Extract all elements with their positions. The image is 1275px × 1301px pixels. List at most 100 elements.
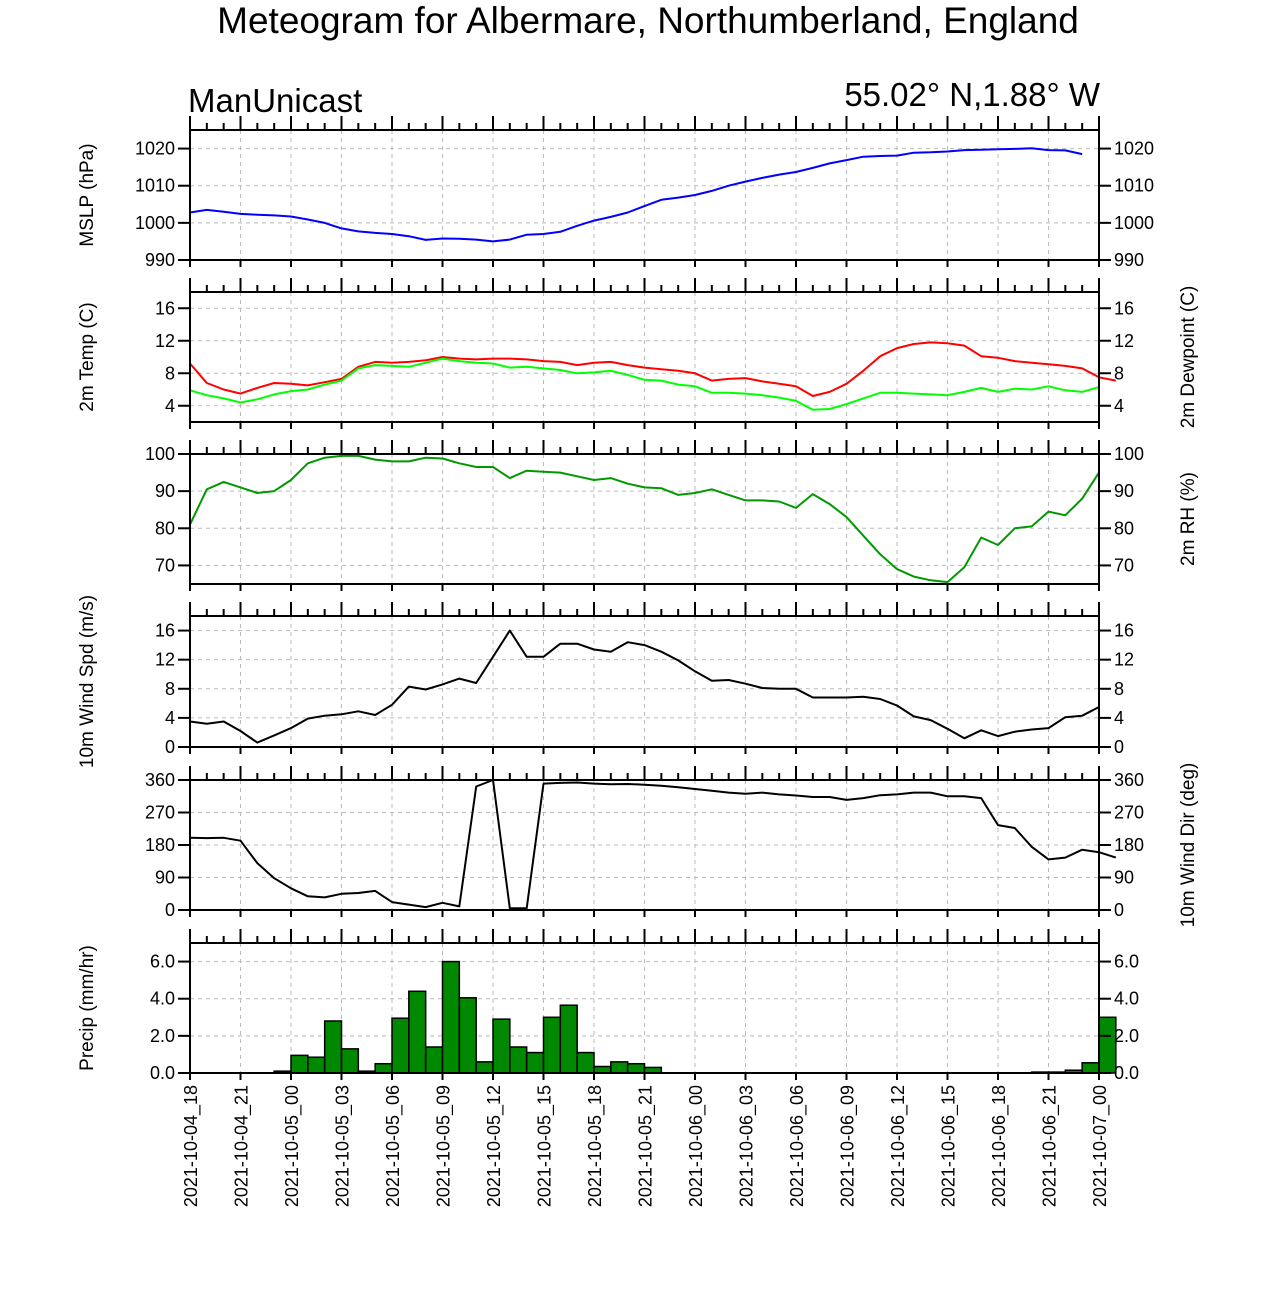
x-tick-label: 2021-10-05_09 bbox=[434, 1085, 455, 1207]
y-tick-label-right: 360 bbox=[1114, 770, 1144, 790]
y-tick-label-right: 1000 bbox=[1114, 213, 1154, 233]
y-tick-label-left: 12 bbox=[155, 650, 175, 670]
precip-bar bbox=[458, 997, 477, 1074]
series-line-temp-0 bbox=[189, 341, 1116, 397]
y-tick-label-left: 8 bbox=[165, 363, 175, 383]
y-axis-label-left: 10m Wind Spd (m/s) bbox=[77, 595, 98, 768]
y-tick-label-right: 4.0 bbox=[1114, 989, 1139, 1009]
x-tick-label: 2021-10-07_00 bbox=[1090, 1085, 1111, 1207]
y-axis-label-right: 2m Dewpoint (C) bbox=[1178, 286, 1199, 429]
y-tick-label-left: 1020 bbox=[135, 139, 175, 159]
y-tick-label-right: 0 bbox=[1114, 737, 1124, 757]
precip-bar bbox=[307, 1056, 326, 1074]
y-tick-label-right: 0 bbox=[1114, 900, 1124, 920]
y-tick-label-left: 1000 bbox=[135, 213, 175, 233]
precip-bar bbox=[290, 1054, 309, 1074]
y-tick-label-left: 16 bbox=[155, 298, 175, 318]
y-tick-label-left: 100 bbox=[145, 444, 175, 464]
y-tick-label-left: 4.0 bbox=[150, 989, 175, 1009]
precip-bar bbox=[509, 1046, 528, 1074]
y-axis-label-left: 2m Temp (C) bbox=[77, 302, 98, 411]
y-tick-label-right: 1010 bbox=[1114, 176, 1154, 196]
y-axis-label-right: 2m RH (%) bbox=[1178, 472, 1199, 566]
location-label: 55.02° N,1.88° W bbox=[844, 76, 1101, 113]
y-tick-label-left: 90 bbox=[155, 868, 175, 888]
figure-title: Meteogram for Albermare, Northumberland,… bbox=[217, 0, 1079, 41]
y-tick-label-left: 6.0 bbox=[150, 952, 175, 972]
y-tick-label-left: 990 bbox=[145, 250, 175, 270]
y-axis-label-left: MSLP (hPa) bbox=[77, 143, 98, 246]
precip-bar bbox=[475, 1061, 494, 1074]
y-tick-label-right: 100 bbox=[1114, 444, 1144, 464]
y-tick-label-left: 8 bbox=[165, 679, 175, 699]
x-tick-label: 2021-10-05_00 bbox=[282, 1085, 303, 1207]
x-tick-label: 2021-10-04_18 bbox=[181, 1085, 202, 1207]
y-tick-label-right: 70 bbox=[1114, 555, 1134, 575]
precip-bar bbox=[576, 1051, 595, 1074]
precip-bar bbox=[542, 1016, 562, 1074]
y-tick-label-left: 16 bbox=[155, 621, 175, 641]
x-tick-label: 2021-10-06_18 bbox=[989, 1085, 1010, 1207]
y-tick-label-right: 270 bbox=[1114, 803, 1144, 823]
y-tick-label-right: 90 bbox=[1114, 481, 1134, 501]
x-tick-label: 2021-10-05_12 bbox=[484, 1085, 505, 1207]
series-line-mslp-0 bbox=[189, 147, 1083, 243]
x-tick-label: 2021-10-04_21 bbox=[232, 1085, 253, 1207]
precip-bar bbox=[610, 1061, 629, 1074]
x-tick-label: 2021-10-05_03 bbox=[333, 1085, 354, 1207]
y-tick-label-right: 80 bbox=[1114, 518, 1134, 538]
x-tick-label: 2021-10-05_06 bbox=[383, 1085, 404, 1207]
y-tick-label-left: 270 bbox=[145, 803, 175, 823]
precip-bar bbox=[374, 1062, 393, 1074]
y-tick-label-right: 180 bbox=[1114, 835, 1144, 855]
panel-wdir: 0 0 90 90 180 180 270 270 360 360 10m Wind Dir (de… bbox=[145, 763, 1199, 928]
precip-bar bbox=[424, 1046, 444, 1074]
y-tick-label-left: 180 bbox=[145, 835, 175, 855]
panel-precip: 0.0 0.0 2.0 2.0 4.0 4.0 6.0 6.0 Precip (mm/hr) bbox=[77, 929, 1139, 1083]
y-tick-label-left: 0.0 bbox=[150, 1063, 175, 1083]
y-tick-label-right: 4 bbox=[1114, 396, 1124, 416]
y-tick-label-left: 4 bbox=[165, 396, 175, 416]
y-tick-label-right: 990 bbox=[1114, 250, 1144, 270]
y-tick-label-left: 90 bbox=[155, 481, 175, 501]
y-tick-label-left: 2.0 bbox=[150, 1026, 175, 1046]
series-line-wspd-0 bbox=[189, 629, 1100, 744]
y-tick-label-right: 4 bbox=[1114, 708, 1124, 728]
y-tick-label-left: 0 bbox=[165, 737, 175, 757]
panel-rh: 70 70 80 80 90 90 100 100 2m RH (%) bbox=[145, 440, 1199, 591]
y-tick-label-left: 360 bbox=[145, 770, 175, 790]
y-tick-label-right: 16 bbox=[1114, 298, 1134, 318]
x-tick-label: 2021-10-06_15 bbox=[939, 1085, 960, 1207]
x-tick-label: 2021-10-05_18 bbox=[585, 1085, 606, 1207]
y-tick-label-right: 16 bbox=[1114, 621, 1134, 641]
precip-bar bbox=[408, 990, 427, 1074]
x-tick-label: 2021-10-06_03 bbox=[737, 1085, 758, 1207]
series-line-temp-1 bbox=[189, 357, 1100, 411]
y-tick-label-right: 0.0 bbox=[1114, 1063, 1139, 1083]
precip-bar bbox=[391, 1017, 410, 1074]
y-tick-label-right: 8 bbox=[1114, 363, 1124, 383]
y-tick-label-right: 2.0 bbox=[1114, 1026, 1139, 1046]
x-tick-label: 2021-10-05_15 bbox=[535, 1085, 556, 1207]
precip-bar bbox=[441, 960, 461, 1074]
precip-bar bbox=[340, 1048, 360, 1074]
y-tick-label-left: 70 bbox=[155, 555, 175, 575]
precip-bar bbox=[1081, 1062, 1100, 1074]
precip-bar bbox=[626, 1062, 646, 1074]
y-tick-label-right: 90 bbox=[1114, 868, 1134, 888]
y-tick-label-right: 12 bbox=[1114, 650, 1134, 670]
y-tick-label-right: 1020 bbox=[1114, 139, 1154, 159]
y-tick-label-left: 80 bbox=[155, 518, 175, 538]
time-axis: 2021-10-04_18 2021-10-04_21 2021-10-05_00 2… bbox=[181, 1085, 1111, 1207]
series-line-wdir-0 bbox=[189, 779, 1117, 910]
precip-bar bbox=[559, 1004, 578, 1074]
y-axis-label-left: Precip (mm/hr) bbox=[77, 945, 98, 1071]
panel-temp: 4 4 8 8 12 12 16 16 2m Temp (C) 2m Dewpoint (C) bbox=[77, 278, 1199, 429]
series-line-rh-0 bbox=[189, 454, 1100, 584]
x-tick-label: 2021-10-06_12 bbox=[888, 1085, 909, 1207]
model-label: ManUnicast bbox=[188, 82, 362, 119]
precip-bar bbox=[525, 1051, 545, 1074]
y-tick-label-right: 6.0 bbox=[1114, 952, 1139, 972]
